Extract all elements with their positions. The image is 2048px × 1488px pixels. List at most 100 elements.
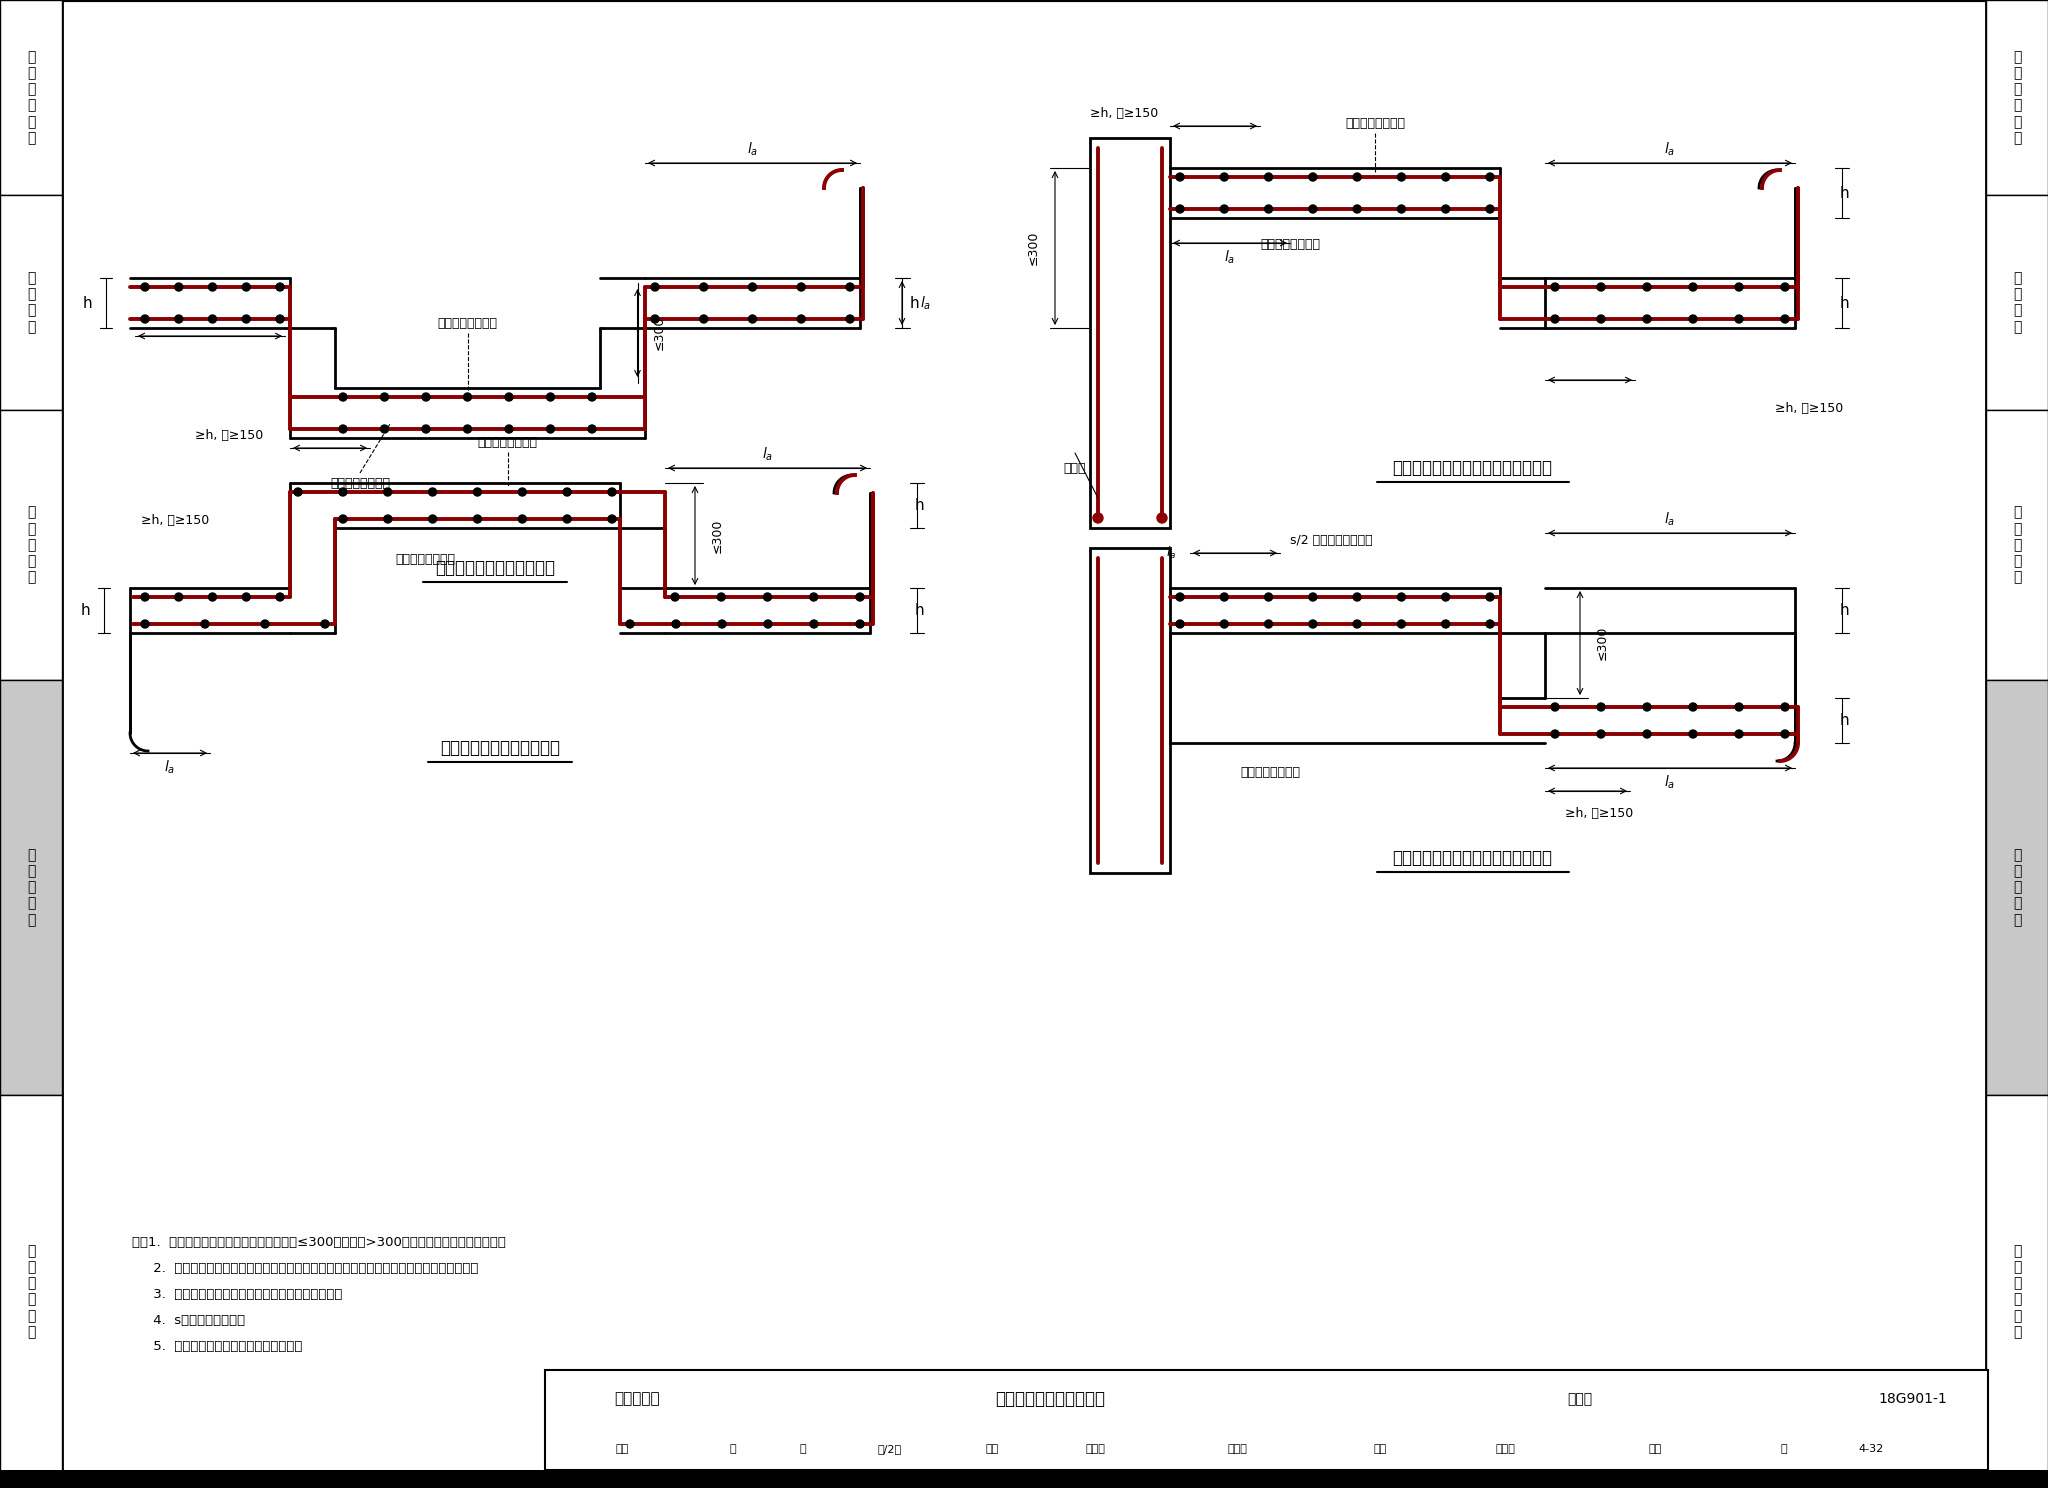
- Circle shape: [1735, 283, 1743, 292]
- Circle shape: [1550, 702, 1559, 711]
- Circle shape: [174, 594, 182, 601]
- Text: 宫主洁: 宫主洁: [1227, 1443, 1247, 1454]
- Bar: [0, 0, 61, 1488]
- Text: 同板下部同向配筋: 同板下部同向配筋: [1260, 238, 1321, 250]
- Circle shape: [1309, 173, 1317, 182]
- Bar: [1987, 680, 2048, 1095]
- Text: ≤300: ≤300: [1595, 626, 1608, 661]
- Circle shape: [1397, 620, 1405, 628]
- Circle shape: [1690, 315, 1698, 323]
- Text: 局部升降板钢筋排布构造: 局部升降板钢筋排布构造: [995, 1390, 1106, 1408]
- Text: 高志强: 高志强: [1085, 1443, 1106, 1454]
- Text: h: h: [1839, 713, 1849, 728]
- Circle shape: [383, 515, 391, 522]
- Text: 剪
力
墙
部
分: 剪 力 墙 部 分: [2013, 506, 2021, 585]
- Circle shape: [1264, 173, 1272, 182]
- Text: ≤300: ≤300: [653, 315, 666, 350]
- Text: 局部降板顶面凹出楼板底面: 局部降板顶面凹出楼板底面: [434, 559, 555, 577]
- Circle shape: [463, 393, 471, 400]
- Circle shape: [797, 315, 805, 323]
- Text: 同板下部同向配筋: 同板下部同向配筋: [1239, 765, 1300, 778]
- Text: 同板上部同向配筋: 同板上部同向配筋: [438, 317, 498, 329]
- Circle shape: [1597, 731, 1606, 738]
- Circle shape: [627, 620, 635, 628]
- Circle shape: [846, 315, 854, 323]
- Circle shape: [1735, 702, 1743, 711]
- Circle shape: [700, 315, 709, 323]
- Circle shape: [518, 488, 526, 496]
- Bar: [0, 1470, 2048, 1488]
- Text: $l_a$: $l_a$: [164, 759, 176, 775]
- Circle shape: [276, 283, 285, 292]
- Text: ≥h, 且≥150: ≥h, 且≥150: [195, 429, 264, 442]
- Bar: [1987, 0, 2048, 1488]
- Bar: [545, 1370, 1989, 1470]
- Circle shape: [588, 426, 596, 433]
- Circle shape: [463, 426, 471, 433]
- Text: 设计: 设计: [1374, 1443, 1386, 1454]
- Circle shape: [242, 283, 250, 292]
- Circle shape: [1487, 620, 1493, 628]
- Bar: [0, 0, 61, 195]
- Circle shape: [1597, 315, 1606, 323]
- Circle shape: [428, 515, 436, 522]
- Text: ≤300: ≤300: [1026, 231, 1040, 265]
- Text: 5.  本图构造同样适用于狭长沟状降板。: 5. 本图构造同样适用于狭长沟状降板。: [131, 1341, 303, 1354]
- Text: 页: 页: [1780, 1443, 1788, 1454]
- Circle shape: [1309, 205, 1317, 213]
- Bar: [1987, 195, 2048, 411]
- Text: 3.  局部升降板的下筋与上筋配筋宜为双向贯通筋。: 3. 局部升降板的下筋与上筋配筋宜为双向贯通筋。: [131, 1289, 342, 1302]
- Circle shape: [506, 393, 512, 400]
- Circle shape: [811, 620, 817, 628]
- Text: 图集号: 图集号: [1567, 1391, 1593, 1406]
- Text: ≤300: ≤300: [711, 518, 723, 552]
- Text: 18G901-1: 18G901-1: [1878, 1391, 1948, 1406]
- Circle shape: [295, 488, 301, 496]
- Text: 张明: 张明: [1649, 1443, 1661, 1454]
- Circle shape: [1550, 283, 1559, 292]
- Circle shape: [141, 283, 150, 292]
- Circle shape: [1221, 594, 1229, 601]
- Circle shape: [1782, 702, 1790, 711]
- Text: $l_a$: $l_a$: [748, 140, 758, 158]
- Text: 一
般
构
造
要
求: 一 般 构 造 要 求: [27, 51, 35, 144]
- Circle shape: [1264, 594, 1272, 601]
- Circle shape: [1354, 620, 1362, 628]
- Text: 簏: 簏: [799, 1443, 805, 1454]
- Text: 注：1.  局部升降板升高与降低的高度限定为≤300，当高度>300时，设计应补充配筋构造图。: 注：1. 局部升降板升高与降低的高度限定为≤300，当高度>300时，设计应补充…: [131, 1237, 506, 1250]
- Text: h: h: [1839, 186, 1849, 201]
- Bar: [0, 680, 61, 1095]
- Bar: [1090, 138, 1169, 528]
- Text: $l_a$: $l_a$: [920, 295, 932, 311]
- Circle shape: [547, 426, 555, 433]
- Circle shape: [1157, 513, 1167, 522]
- Text: 板边为梁局部降板顶面凹出楼板底面: 板边为梁局部降板顶面凹出楼板底面: [1393, 850, 1552, 868]
- Circle shape: [1354, 173, 1362, 182]
- Circle shape: [856, 620, 864, 628]
- Bar: [0, 195, 61, 411]
- Circle shape: [797, 283, 805, 292]
- Bar: [0, 1095, 61, 1488]
- Text: 审核: 审核: [616, 1443, 629, 1454]
- Text: s/2 同板上部同向配筋: s/2 同板上部同向配筋: [1290, 534, 1372, 546]
- Circle shape: [1221, 620, 1229, 628]
- Circle shape: [506, 426, 512, 433]
- Circle shape: [1597, 283, 1606, 292]
- Circle shape: [856, 594, 864, 601]
- Circle shape: [1309, 594, 1317, 601]
- Circle shape: [141, 315, 150, 323]
- Circle shape: [340, 393, 346, 400]
- Circle shape: [242, 594, 250, 601]
- Circle shape: [1309, 620, 1317, 628]
- Bar: [1987, 411, 2048, 680]
- Text: 梁角筋: 梁角筋: [1063, 461, 1085, 475]
- Circle shape: [381, 393, 389, 400]
- Text: h: h: [915, 498, 924, 513]
- Text: h: h: [909, 296, 920, 311]
- Text: ≥h, 且≥150: ≥h, 且≥150: [1565, 806, 1632, 820]
- Circle shape: [1690, 702, 1698, 711]
- Text: 4-32: 4-32: [1860, 1443, 1884, 1454]
- Circle shape: [1782, 283, 1790, 292]
- Circle shape: [1176, 594, 1184, 601]
- Text: ≥h, 且≥150: ≥h, 且≥150: [1776, 402, 1843, 415]
